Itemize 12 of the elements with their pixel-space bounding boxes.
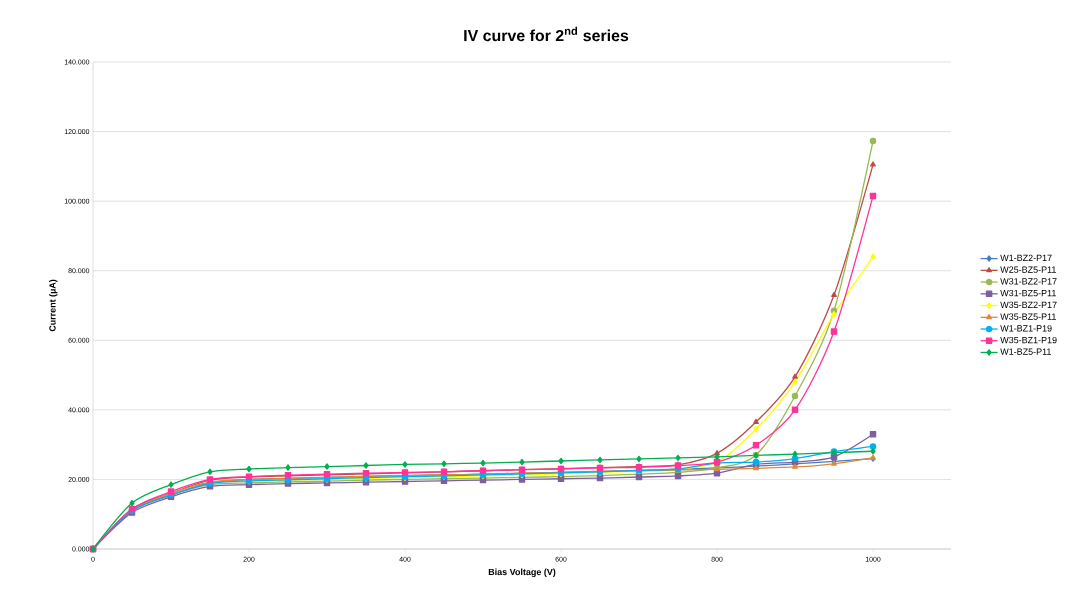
legend-label: W1-BZ1-P19 bbox=[1000, 325, 1052, 332]
y-axis-title: Current (µA) bbox=[49, 279, 58, 332]
chart-title: IV curve for 2$^{nd}$ series bbox=[464, 26, 629, 42]
x-axis-title: Bias Voltage (V) bbox=[488, 568, 556, 577]
legend-label: W31-BZ2-P17 bbox=[1000, 278, 1057, 285]
legend-label: W1-BZ2-P17 bbox=[1000, 254, 1052, 261]
legend-label: W35-BZ5-P11 bbox=[1000, 313, 1056, 320]
legend-label: W35-BZ1-P19 bbox=[1000, 336, 1057, 344]
legend-label: W31-BZ5-P11 bbox=[1000, 289, 1056, 297]
legend-label: W35-BZ2-P17 bbox=[1000, 301, 1057, 309]
legend-label: W1-BZ5-P11 bbox=[1000, 348, 1051, 355]
legend-label: W25-BZ5-P11 bbox=[1000, 266, 1056, 273]
